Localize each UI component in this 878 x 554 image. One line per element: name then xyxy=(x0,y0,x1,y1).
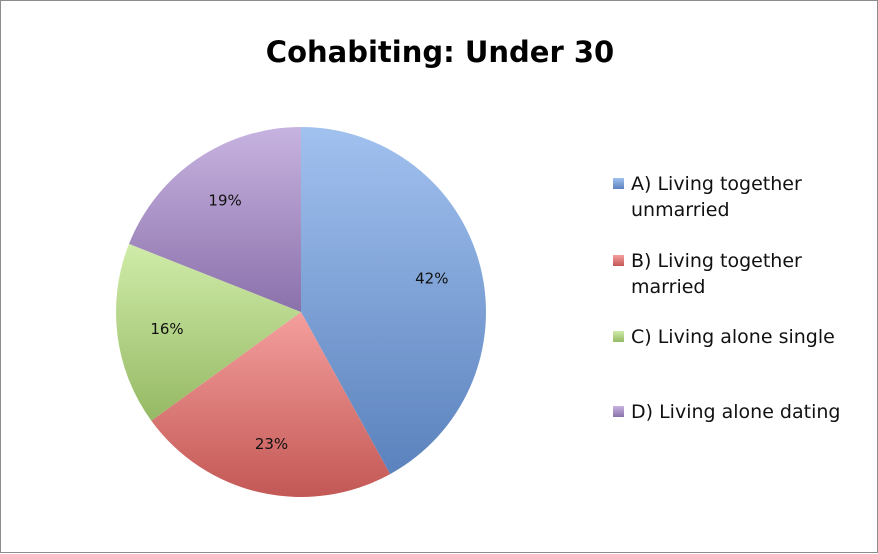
legend-label-a: A) Living together unmarried xyxy=(631,173,802,221)
legend-label-c: C) Living alone single xyxy=(631,326,835,348)
legend-item-d: D) Living alone dating xyxy=(613,401,840,423)
legend-swatch-b xyxy=(613,255,624,266)
legend-item-b: B) Living together married xyxy=(613,250,802,298)
legend-label-d: D) Living alone dating xyxy=(631,401,840,423)
legend-swatch-a xyxy=(613,178,624,189)
data-labels: 42% 23% 16% 19% xyxy=(150,191,448,453)
legend-swatch-d xyxy=(613,406,624,417)
legend-label-b: B) Living together married xyxy=(631,250,802,298)
pie-slice-a xyxy=(301,127,487,475)
pie-slice-d xyxy=(128,126,301,312)
legend: A) Living together unmarried B) Living tog… xyxy=(613,173,840,423)
data-label-c: 16% xyxy=(150,320,183,338)
chart-title: Cohabiting: Under 30 xyxy=(266,35,614,69)
legend-swatch-c xyxy=(613,331,624,342)
data-label-a: 42% xyxy=(415,269,448,287)
data-label-b: 23% xyxy=(255,435,288,453)
data-label-d: 19% xyxy=(208,191,241,209)
legend-item-a: A) Living together unmarried xyxy=(613,173,802,221)
pie-slices xyxy=(115,126,487,498)
pie-slice-b xyxy=(151,312,391,498)
pie-slice-c xyxy=(115,243,301,421)
legend-item-c: C) Living alone single xyxy=(613,326,835,348)
